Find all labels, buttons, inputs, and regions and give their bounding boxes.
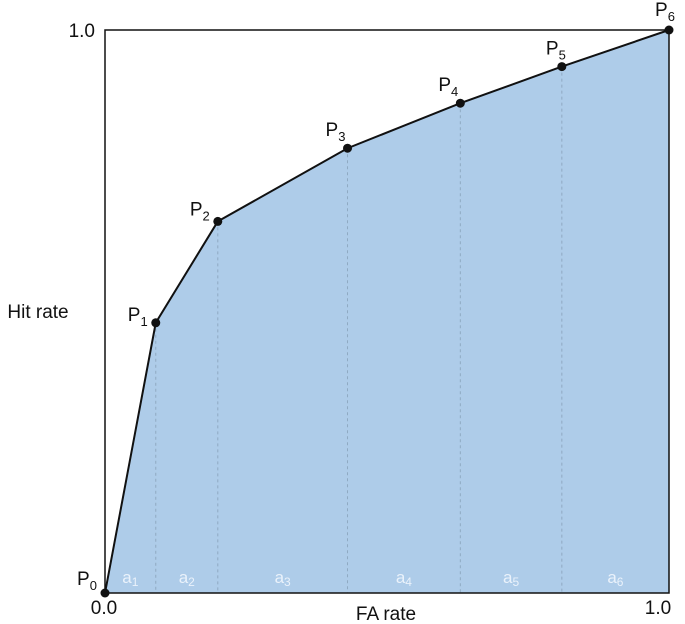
y-axis-label: Hit rate (7, 302, 68, 323)
point-marker-6 (664, 25, 674, 35)
area-label-4: a4 (396, 568, 412, 589)
frame-rect (104, 29, 670, 594)
point-label-0: P0 (77, 569, 97, 593)
point-label-6: P6 (655, 0, 675, 24)
point-label-5: P5 (546, 39, 566, 63)
area-layer (105, 30, 669, 593)
point-label-layer: P0 P1 P2 P3 P4 P5 P6 (77, 0, 675, 593)
point-layer (100, 25, 674, 598)
area-label-layer: a1 a2 a3 a4 a5 a6 (122, 568, 624, 589)
point-marker-3 (343, 143, 353, 153)
x-tick-label-1: 1.0 (645, 598, 671, 619)
plot-frame (104, 29, 670, 594)
area-label-1: a1 (122, 568, 138, 589)
point-marker-0 (100, 588, 110, 598)
point-label-2: P2 (190, 199, 210, 223)
area-label-3: a3 (275, 568, 291, 589)
area-under-curve (105, 30, 669, 593)
point-marker-2 (213, 216, 223, 226)
x-axis-label: FA rate (356, 604, 416, 624)
point-marker-1 (151, 318, 161, 328)
point-label-4: P4 (438, 75, 458, 99)
y-tick-label-1: 1.0 (69, 21, 95, 42)
point-label-1: P1 (128, 305, 148, 329)
point-label-3: P3 (326, 120, 346, 144)
divider-layer (155, 66, 563, 593)
x-tick-label-0: 0.0 (91, 598, 117, 619)
area-label-6: a6 (607, 568, 623, 589)
area-label-5: a5 (503, 568, 519, 589)
point-marker-4 (455, 98, 465, 108)
point-marker-5 (557, 62, 567, 72)
area-label-2: a2 (179, 568, 195, 589)
